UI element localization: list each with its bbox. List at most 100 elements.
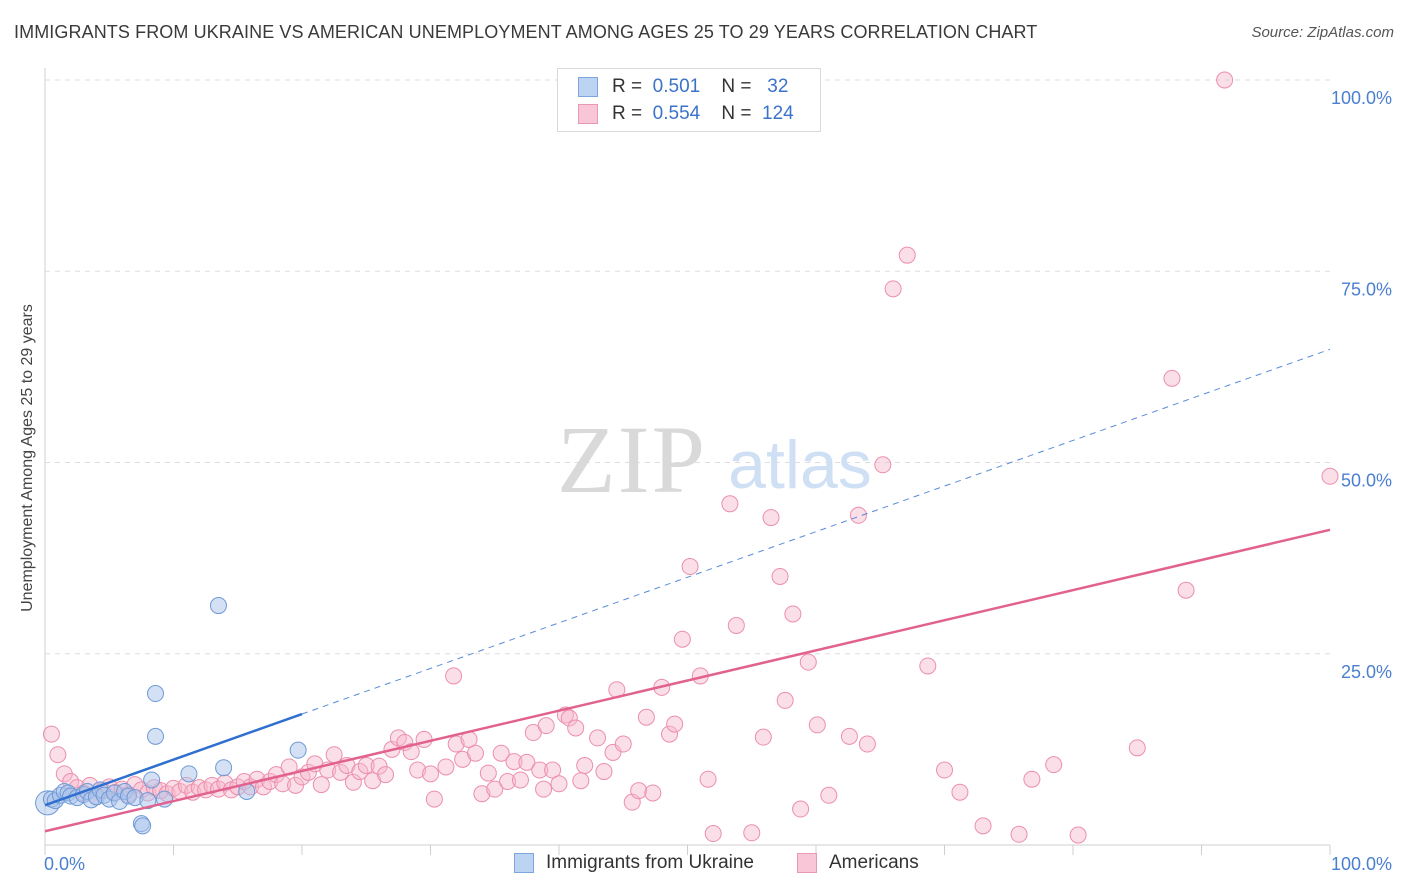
americans-point [849, 506, 867, 524]
americans-point [486, 780, 504, 798]
americans-point [792, 800, 810, 818]
ukraine-points [35, 597, 307, 835]
americans-point [808, 716, 826, 734]
americans-point [936, 761, 953, 779]
americans-point [799, 653, 817, 671]
americans-point [511, 771, 529, 789]
americans-point [537, 717, 555, 735]
legend-label-ukraine: Immigrants from Ukraine [546, 852, 754, 873]
americans-point [344, 773, 362, 791]
americans-point [754, 728, 772, 746]
n-label: N = [721, 76, 752, 97]
americans-point [630, 782, 648, 800]
americans-point [576, 756, 594, 774]
americans-point [727, 616, 745, 634]
source-label: Source: ZipAtlas.com [1251, 24, 1394, 41]
americans-point [479, 764, 497, 782]
americans-point [312, 776, 330, 794]
americans-point [1216, 71, 1234, 89]
americans-point [357, 756, 375, 774]
americans-point [466, 744, 484, 762]
r-value: 0.554 [652, 103, 701, 124]
legend-label-americans: Americans [829, 852, 919, 873]
americans-point [425, 790, 443, 808]
americans-point [535, 780, 553, 798]
ukraine-trend-dashed [301, 348, 1331, 715]
americans-point [884, 280, 902, 298]
americans-point [1128, 739, 1146, 757]
legend-swatch-blue [514, 853, 534, 873]
americans-point [567, 719, 585, 737]
americans-point [1010, 825, 1028, 843]
americans-point [661, 725, 679, 743]
americans-point [49, 746, 67, 764]
americans-point [1069, 826, 1087, 844]
americans-point [874, 456, 892, 474]
x-tick-label-min: 0.0% [44, 854, 85, 874]
trend-lines [44, 348, 1331, 833]
americans-point [595, 763, 613, 781]
americans-trend [44, 528, 1331, 833]
americans-point [743, 824, 761, 842]
ukraine-trend-solid [44, 712, 303, 807]
americans-point [1177, 581, 1195, 599]
americans-point [771, 567, 789, 585]
r-label: R = [612, 76, 643, 97]
americans-point [402, 743, 420, 761]
axes [44, 68, 1331, 855]
americans-point [762, 509, 780, 527]
ukraine-point [134, 817, 152, 835]
legend-item-ukraine[interactable]: Immigrants from Ukraine [514, 852, 754, 874]
americans-point [445, 667, 463, 685]
americans-point [437, 758, 455, 776]
americans-point [784, 605, 802, 623]
americans-point [544, 761, 562, 779]
americans-point [409, 761, 427, 779]
americans-point [572, 772, 590, 790]
americans-point [505, 753, 523, 771]
n-value: 124 [762, 103, 794, 124]
americans-point [840, 727, 858, 745]
y-tick-label: 75.0% [1341, 279, 1392, 299]
americans-point [377, 766, 395, 784]
americans-point [589, 729, 607, 747]
americans-point [531, 761, 549, 779]
americans-point [644, 784, 662, 802]
grid [45, 79, 1330, 655]
ukraine-point [180, 765, 198, 783]
americans-point [1045, 756, 1063, 774]
tick-labels: 25.0% 50.0% 75.0% 100.0% 0.0% 100.0% [44, 88, 1392, 874]
x-tick-label-max: 100.0% [1331, 854, 1392, 874]
americans-point [776, 691, 794, 709]
legend-item-americans[interactable]: Americans [797, 852, 919, 874]
r-label: R = [612, 103, 643, 124]
americans-point [637, 708, 655, 726]
americans-swatch [578, 104, 598, 124]
n-label: N = [721, 103, 752, 124]
y-tick-label: 50.0% [1341, 471, 1392, 491]
americans-point [415, 730, 433, 748]
americans-point [325, 746, 343, 764]
ukraine-swatch [578, 77, 598, 97]
americans-point [370, 757, 388, 775]
americans-point [1023, 770, 1041, 788]
americans-point [974, 817, 992, 835]
americans-point [699, 770, 717, 788]
ukraine-point [147, 685, 165, 703]
americans-point [499, 773, 517, 791]
ukraine-point [139, 792, 157, 810]
y-tick-label: 100.0% [1331, 88, 1392, 108]
americans-point [518, 753, 536, 771]
r-value: 0.501 [652, 76, 701, 97]
watermark-atlas: atlas [728, 427, 872, 503]
americans-point [1321, 467, 1339, 485]
americans-point [473, 785, 491, 803]
americans-point [666, 715, 684, 733]
americans-point [614, 735, 632, 753]
americans-point [1163, 369, 1181, 387]
stats-row-ukraine: R = 0.501 N = 32 [578, 74, 788, 100]
americans-point [919, 657, 937, 675]
ukraine-point [147, 727, 165, 745]
stats-box: R = 0.501 N = 32 R = 0.554 N = 124 [557, 68, 821, 132]
